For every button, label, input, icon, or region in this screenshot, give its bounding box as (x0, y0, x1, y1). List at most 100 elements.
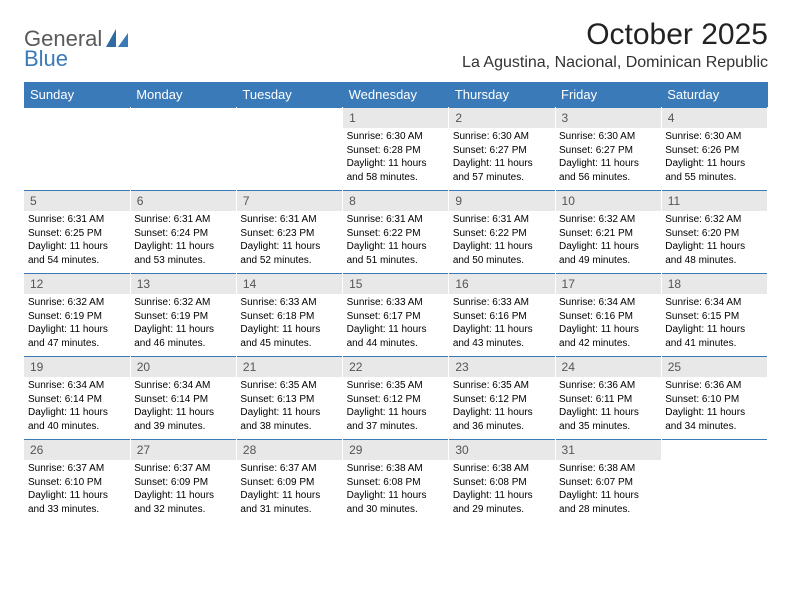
detail-cell: Sunrise: 6:32 AMSunset: 6:21 PMDaylight:… (555, 211, 661, 274)
week-date-row: 19202122232425 (24, 357, 768, 378)
day-header-row: Sunday Monday Tuesday Wednesday Thursday… (24, 82, 768, 108)
date-cell: 1 (343, 108, 449, 129)
date-cell: 23 (449, 357, 555, 378)
date-cell: 7 (236, 191, 342, 212)
logo-text-blue: Blue (24, 46, 68, 71)
sunrise-text: Sunrise: 6:36 AM (665, 379, 763, 393)
day-header-friday: Friday (555, 82, 661, 108)
sunset-text: Sunset: 6:14 PM (28, 393, 126, 407)
sunrise-text: Sunrise: 6:37 AM (28, 462, 126, 476)
date-cell: 12 (24, 274, 130, 295)
daylight-text: Daylight: 11 hours and 52 minutes. (240, 240, 338, 267)
daylight-text: Daylight: 11 hours and 36 minutes. (453, 406, 551, 433)
sunset-text: Sunset: 6:16 PM (453, 310, 551, 324)
date-cell: 30 (449, 440, 555, 461)
sunrise-text: Sunrise: 6:32 AM (665, 213, 763, 227)
day-header-saturday: Saturday (661, 82, 767, 108)
page-header: General October 2025 La Agustina, Nacion… (24, 18, 768, 72)
sunset-text: Sunset: 6:15 PM (665, 310, 763, 324)
sunrise-text: Sunrise: 6:35 AM (240, 379, 338, 393)
detail-cell: Sunrise: 6:36 AMSunset: 6:10 PMDaylight:… (661, 377, 767, 440)
sunset-text: Sunset: 6:26 PM (665, 144, 763, 158)
daylight-text: Daylight: 11 hours and 51 minutes. (347, 240, 445, 267)
week-date-row: 262728293031 (24, 440, 768, 461)
detail-cell: Sunrise: 6:31 AMSunset: 6:25 PMDaylight:… (24, 211, 130, 274)
sunrise-text: Sunrise: 6:32 AM (28, 296, 126, 310)
daylight-text: Daylight: 11 hours and 33 minutes. (28, 489, 126, 516)
daylight-text: Daylight: 11 hours and 30 minutes. (347, 489, 445, 516)
detail-cell: Sunrise: 6:33 AMSunset: 6:17 PMDaylight:… (343, 294, 449, 357)
sunrise-text: Sunrise: 6:34 AM (28, 379, 126, 393)
day-header-sunday: Sunday (24, 82, 130, 108)
detail-cell: Sunrise: 6:30 AMSunset: 6:26 PMDaylight:… (661, 128, 767, 191)
detail-cell: Sunrise: 6:31 AMSunset: 6:22 PMDaylight:… (449, 211, 555, 274)
sunrise-text: Sunrise: 6:32 AM (134, 296, 232, 310)
daylight-text: Daylight: 11 hours and 41 minutes. (665, 323, 763, 350)
date-cell (661, 440, 767, 461)
sunset-text: Sunset: 6:10 PM (28, 476, 126, 490)
daylight-text: Daylight: 11 hours and 29 minutes. (453, 489, 551, 516)
sunset-text: Sunset: 6:17 PM (347, 310, 445, 324)
sunrise-text: Sunrise: 6:33 AM (347, 296, 445, 310)
detail-cell: Sunrise: 6:30 AMSunset: 6:28 PMDaylight:… (343, 128, 449, 191)
title-block: October 2025 La Agustina, Nacional, Domi… (462, 18, 768, 72)
date-cell: 25 (661, 357, 767, 378)
sunrise-text: Sunrise: 6:31 AM (28, 213, 126, 227)
sunrise-text: Sunrise: 6:31 AM (453, 213, 551, 227)
daylight-text: Daylight: 11 hours and 50 minutes. (453, 240, 551, 267)
sunrise-text: Sunrise: 6:38 AM (347, 462, 445, 476)
detail-cell: Sunrise: 6:36 AMSunset: 6:11 PMDaylight:… (555, 377, 661, 440)
day-header-wednesday: Wednesday (343, 82, 449, 108)
daylight-text: Daylight: 11 hours and 53 minutes. (134, 240, 232, 267)
sunset-text: Sunset: 6:28 PM (347, 144, 445, 158)
week-detail-row: Sunrise: 6:37 AMSunset: 6:10 PMDaylight:… (24, 460, 768, 522)
week-detail-row: Sunrise: 6:32 AMSunset: 6:19 PMDaylight:… (24, 294, 768, 357)
date-cell: 16 (449, 274, 555, 295)
sunset-text: Sunset: 6:23 PM (240, 227, 338, 241)
date-cell: 27 (130, 440, 236, 461)
sunrise-text: Sunrise: 6:36 AM (559, 379, 657, 393)
date-cell: 17 (555, 274, 661, 295)
daylight-text: Daylight: 11 hours and 42 minutes. (559, 323, 657, 350)
date-cell: 4 (661, 108, 767, 129)
sunrise-text: Sunrise: 6:31 AM (134, 213, 232, 227)
detail-cell: Sunrise: 6:38 AMSunset: 6:08 PMDaylight:… (449, 460, 555, 522)
sunset-text: Sunset: 6:27 PM (453, 144, 551, 158)
daylight-text: Daylight: 11 hours and 57 minutes. (453, 157, 551, 184)
week-detail-row: Sunrise: 6:34 AMSunset: 6:14 PMDaylight:… (24, 377, 768, 440)
daylight-text: Daylight: 11 hours and 35 minutes. (559, 406, 657, 433)
detail-cell: Sunrise: 6:35 AMSunset: 6:13 PMDaylight:… (236, 377, 342, 440)
date-cell: 21 (236, 357, 342, 378)
detail-cell: Sunrise: 6:31 AMSunset: 6:23 PMDaylight:… (236, 211, 342, 274)
sunset-text: Sunset: 6:27 PM (559, 144, 657, 158)
detail-cell: Sunrise: 6:33 AMSunset: 6:18 PMDaylight:… (236, 294, 342, 357)
sunset-text: Sunset: 6:10 PM (665, 393, 763, 407)
sunset-text: Sunset: 6:24 PM (134, 227, 232, 241)
detail-cell (24, 128, 130, 191)
sunrise-text: Sunrise: 6:31 AM (240, 213, 338, 227)
date-cell: 10 (555, 191, 661, 212)
sunset-text: Sunset: 6:13 PM (240, 393, 338, 407)
sunset-text: Sunset: 6:12 PM (347, 393, 445, 407)
sunrise-text: Sunrise: 6:38 AM (559, 462, 657, 476)
week-date-row: 1234 (24, 108, 768, 129)
daylight-text: Daylight: 11 hours and 54 minutes. (28, 240, 126, 267)
daylight-text: Daylight: 11 hours and 39 minutes. (134, 406, 232, 433)
sunrise-text: Sunrise: 6:33 AM (240, 296, 338, 310)
sunset-text: Sunset: 6:08 PM (347, 476, 445, 490)
sunset-text: Sunset: 6:14 PM (134, 393, 232, 407)
sunset-text: Sunset: 6:18 PM (240, 310, 338, 324)
date-cell: 5 (24, 191, 130, 212)
detail-cell: Sunrise: 6:34 AMSunset: 6:15 PMDaylight:… (661, 294, 767, 357)
sunset-text: Sunset: 6:22 PM (453, 227, 551, 241)
logo-sail-icon (106, 29, 130, 49)
detail-cell: Sunrise: 6:34 AMSunset: 6:16 PMDaylight:… (555, 294, 661, 357)
detail-cell: Sunrise: 6:35 AMSunset: 6:12 PMDaylight:… (449, 377, 555, 440)
month-title: October 2025 (462, 18, 768, 52)
day-header-monday: Monday (130, 82, 236, 108)
date-cell: 22 (343, 357, 449, 378)
date-cell: 31 (555, 440, 661, 461)
detail-cell: Sunrise: 6:30 AMSunset: 6:27 PMDaylight:… (449, 128, 555, 191)
detail-cell: Sunrise: 6:32 AMSunset: 6:20 PMDaylight:… (661, 211, 767, 274)
sunset-text: Sunset: 6:21 PM (559, 227, 657, 241)
